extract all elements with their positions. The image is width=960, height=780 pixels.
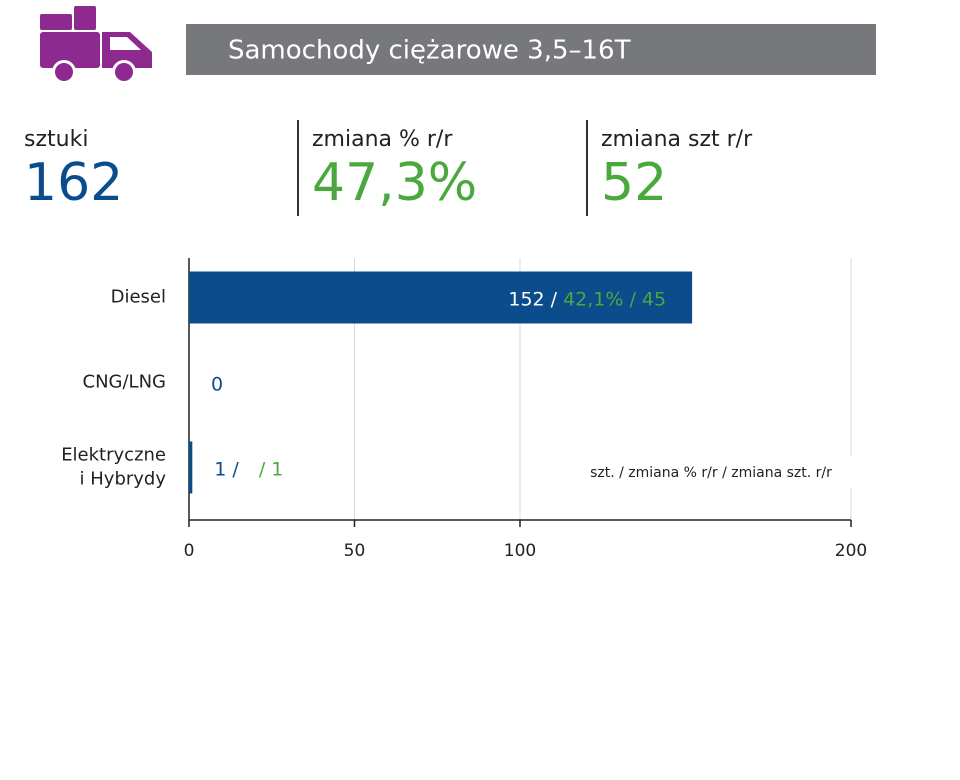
x-tick-label: 50 (344, 541, 366, 561)
change-text: 42,1% / 45 (563, 288, 666, 310)
bar (189, 271, 693, 324)
kpi-value: 52 (601, 153, 667, 213)
x-tick-label: 200 (835, 541, 867, 561)
kpi-label: sztuki (24, 127, 88, 152)
value-label: 152 / 42,1% / 45 (508, 288, 666, 310)
chart: 0 50 100 200 Diesel 152 / 42,1% / 45 CNG/LNG 0 El… (61, 258, 867, 561)
y-tick-label: Elektryczne (61, 445, 166, 466)
title: Samochody ciężarowe 3,5–16T (228, 36, 631, 66)
kpi-value: 47,3% (312, 153, 477, 213)
title-bar (186, 24, 876, 75)
value-text: 152 / (508, 288, 557, 310)
change-text: / 1 (259, 458, 284, 480)
note: szt. / zmiana % r/r / zmiana szt. r/r (590, 465, 832, 481)
bar (189, 441, 193, 494)
kpi-label: zmiana % r/r (312, 127, 453, 152)
y-tick-label: i Hybrydy (80, 469, 167, 490)
kpi-label: zmiana szt r/r (601, 127, 753, 152)
y-tick-label: CNG/LNG (83, 372, 167, 393)
value-text: 0 (211, 373, 223, 395)
y-tick-label: Diesel (111, 287, 166, 308)
note-box (570, 456, 852, 488)
value-label: 0 (211, 373, 223, 395)
truck-icon (40, 6, 152, 84)
x-tick-label: 0 (184, 541, 195, 561)
kpi-value: 162 (24, 153, 123, 213)
value-label: 1 / / 1 (214, 458, 283, 480)
value-text: 1 / (214, 458, 239, 480)
x-tick-label: 100 (504, 541, 536, 561)
